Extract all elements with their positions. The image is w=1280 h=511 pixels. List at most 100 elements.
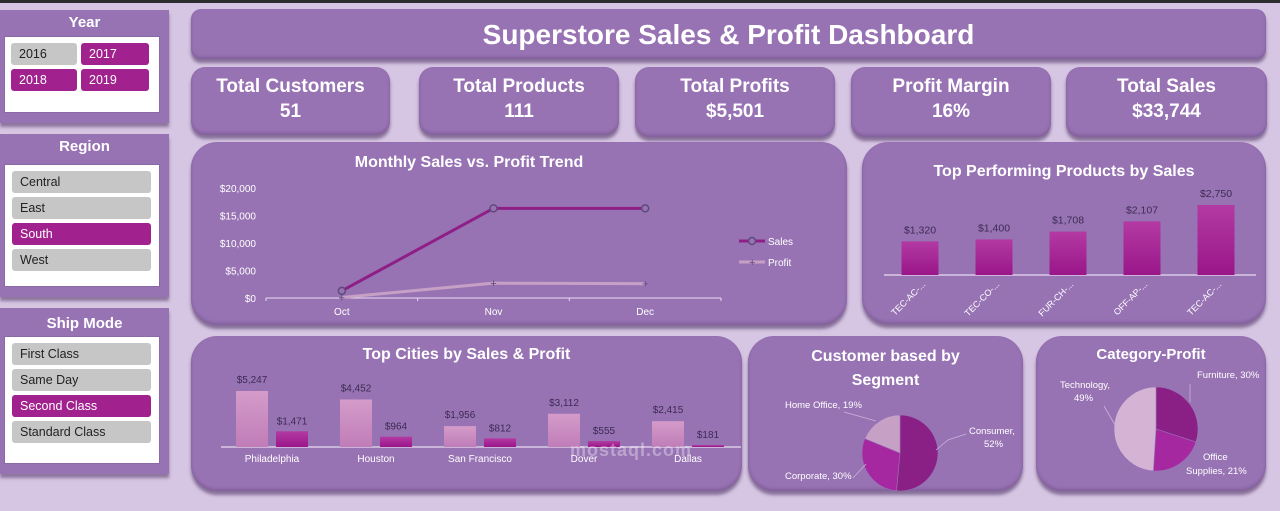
region-option-label: Central bbox=[20, 175, 61, 189]
svg-text:$20,000: $20,000 bbox=[220, 184, 257, 195]
svg-text:$1,471: $1,471 bbox=[277, 416, 308, 427]
year-option-2017[interactable]: 2017 bbox=[81, 43, 149, 65]
line-chart-plot: $0$5,000$10,000$15,000$20,000 Oct Nov Dec … bbox=[220, 184, 793, 318]
svg-text:$0: $0 bbox=[245, 294, 257, 305]
svg-text:Dover: Dover bbox=[571, 454, 598, 465]
ship-mode-option-label: First Class bbox=[20, 347, 80, 361]
kpi-label: Total Sales bbox=[1117, 76, 1216, 97]
top-cities-chart[interactable]: Top Cities by Sales & Profit $5,247 $1,47… bbox=[191, 336, 742, 491]
kpi-label: Total Products bbox=[453, 76, 585, 97]
kpi-total-products: Total Products 111 bbox=[419, 67, 619, 135]
svg-text:Home Office, 19%: Home Office, 19% bbox=[785, 400, 862, 411]
kpi-value: $33,744 bbox=[1132, 101, 1201, 122]
clustered-bar-plot: $5,247 $1,471 Philadelphia $4,452 $964 Housto… bbox=[221, 375, 741, 465]
year-option-label: 2016 bbox=[19, 47, 47, 61]
year-option-2018[interactable]: 2018 bbox=[11, 69, 77, 91]
year-option-label: 2017 bbox=[89, 47, 117, 61]
svg-text:$2,107: $2,107 bbox=[1126, 204, 1158, 216]
svg-text:TEC-CO-...: TEC-CO-... bbox=[963, 279, 1002, 318]
svg-text:Nov: Nov bbox=[485, 307, 503, 318]
y-axis-labels: $0 $5,000 $10,000 $15,000 $20,000 bbox=[220, 184, 257, 305]
svg-text:$2,750: $2,750 bbox=[1200, 188, 1232, 200]
kpi-value: 16% bbox=[931, 101, 971, 122]
ship-mode-option-second-class[interactable]: Second Class bbox=[12, 395, 151, 417]
kpi-total-customers: Total Customers 51 bbox=[191, 67, 390, 135]
svg-text:$1,320: $1,320 bbox=[904, 224, 936, 236]
svg-text:$4,452: $4,452 bbox=[341, 383, 372, 394]
region-option-label: East bbox=[20, 201, 46, 215]
svg-text:+: + bbox=[339, 292, 345, 304]
region-option-label: South bbox=[20, 227, 53, 241]
legend-sales: Sales bbox=[768, 237, 793, 248]
svg-text:Supplies, 21%: Supplies, 21% bbox=[1186, 466, 1247, 477]
ship-mode-option-first-class[interactable]: First Class bbox=[12, 343, 151, 365]
svg-text:$1,956: $1,956 bbox=[445, 410, 476, 421]
year-option-2016[interactable]: 2016 bbox=[11, 43, 77, 65]
kpi-value: 51 bbox=[279, 101, 302, 122]
pie-plot: Furniture, 30% Technology, 49% Office Suppli… bbox=[1060, 370, 1260, 477]
svg-text:FUR-CH-...: FUR-CH-... bbox=[1037, 279, 1076, 318]
svg-text:$2,415: $2,415 bbox=[653, 405, 684, 416]
svg-text:Houston: Houston bbox=[357, 454, 394, 465]
svg-text:Consumer,: Consumer, bbox=[969, 426, 1015, 437]
spreadsheet-gridline bbox=[0, 0, 1280, 3]
kpi-label: Total Customers bbox=[216, 76, 365, 97]
year-option-2019[interactable]: 2019 bbox=[81, 69, 149, 91]
kpi-total-sales: Total Sales $33,744 bbox=[1066, 67, 1267, 137]
segment-pie-chart[interactable]: Customer based by Segment Consumer, 52% Ho… bbox=[748, 336, 1023, 491]
kpi-value: 111 bbox=[504, 101, 534, 122]
svg-text:$181: $181 bbox=[697, 430, 720, 441]
ship-mode-option-same-day[interactable]: Same Day bbox=[12, 369, 151, 391]
page-title: Superstore Sales & Profit Dashboard bbox=[482, 19, 975, 50]
svg-text:Furniture, 30%: Furniture, 30% bbox=[1197, 370, 1260, 381]
ship-mode-option-label: Standard Class bbox=[20, 425, 106, 439]
svg-text:+: + bbox=[490, 278, 496, 290]
svg-text:49%: 49% bbox=[1074, 393, 1094, 404]
svg-text:Corporate, 30%: Corporate, 30% bbox=[785, 471, 852, 482]
region-option-west[interactable]: West bbox=[12, 249, 151, 271]
ship-mode-option-standard-class[interactable]: Standard Class bbox=[12, 421, 151, 443]
region-option-central[interactable]: Central bbox=[12, 171, 151, 193]
kpi-label: Total Profits bbox=[680, 76, 790, 97]
year-slicer: Year 2016 2017 2018 2019 bbox=[0, 10, 169, 123]
region-option-east[interactable]: East bbox=[12, 197, 151, 219]
svg-text:OFF-AP-...: OFF-AP-... bbox=[1112, 279, 1150, 317]
ship-mode-option-label: Same Day bbox=[20, 373, 79, 387]
year-slicer-title: Year bbox=[68, 14, 101, 31]
ship-mode-option-label: Second Class bbox=[20, 399, 98, 413]
monthly-trend-chart[interactable]: Monthly Sales vs. Profit Trend $0 $5,000 $… bbox=[191, 142, 847, 325]
top-products-chart[interactable]: Top Performing Products by Sales $1,320 T… bbox=[862, 142, 1266, 324]
svg-text:Dallas: Dallas bbox=[674, 454, 702, 465]
svg-text:San Francisco: San Francisco bbox=[448, 454, 512, 465]
chart-title: Top Cities by Sales & Profit bbox=[362, 346, 571, 363]
region-option-south[interactable]: South bbox=[12, 223, 151, 245]
watermark: mostaql.com bbox=[570, 440, 693, 460]
svg-text:$964: $964 bbox=[385, 422, 408, 433]
svg-text:Philadelphia: Philadelphia bbox=[245, 454, 300, 465]
chart-title: Customer based by Segment bbox=[811, 348, 960, 389]
legend-profit: Profit bbox=[768, 258, 792, 269]
region-slicer-body: Central East South West bbox=[4, 164, 160, 287]
year-option-label: 2019 bbox=[89, 73, 117, 87]
svg-text:TEC-AC-...: TEC-AC-... bbox=[889, 279, 927, 317]
chart-title: Category-Profit bbox=[1096, 346, 1206, 363]
dashboard-title-banner: Superstore Sales & Profit Dashboard bbox=[191, 9, 1266, 59]
chart-title: Top Performing Products by Sales bbox=[933, 163, 1195, 180]
svg-text:$812: $812 bbox=[489, 423, 512, 434]
svg-text:Dec: Dec bbox=[636, 307, 654, 318]
svg-text:$1,708: $1,708 bbox=[1052, 215, 1084, 227]
svg-text:+: + bbox=[642, 279, 648, 291]
svg-text:Oct: Oct bbox=[334, 307, 350, 318]
svg-text:$5,000: $5,000 bbox=[225, 267, 256, 278]
svg-text:TEC-AC-...: TEC-AC-... bbox=[1185, 279, 1223, 317]
category-profit-pie-chart[interactable]: Category-Profit Furniture, 30% Technology… bbox=[1036, 336, 1266, 491]
region-slicer: Region Central East South West bbox=[0, 134, 169, 297]
pie-plot: Consumer, 52% Home Office, 19% Corporate, 3… bbox=[785, 400, 1015, 491]
region-slicer-title: Region bbox=[59, 138, 110, 155]
svg-text:Technology,: Technology, bbox=[1060, 380, 1110, 391]
kpi-label: Profit Margin bbox=[892, 76, 1010, 97]
bar-chart-plot: $1,320 TEC-AC-... $1,400 TEC-CO-... $1,708 FU… bbox=[884, 188, 1256, 318]
svg-text:52%: 52% bbox=[984, 439, 1004, 450]
svg-text:$10,000: $10,000 bbox=[220, 239, 257, 250]
kpi-total-profits: Total Profits $5,501 bbox=[635, 67, 835, 137]
